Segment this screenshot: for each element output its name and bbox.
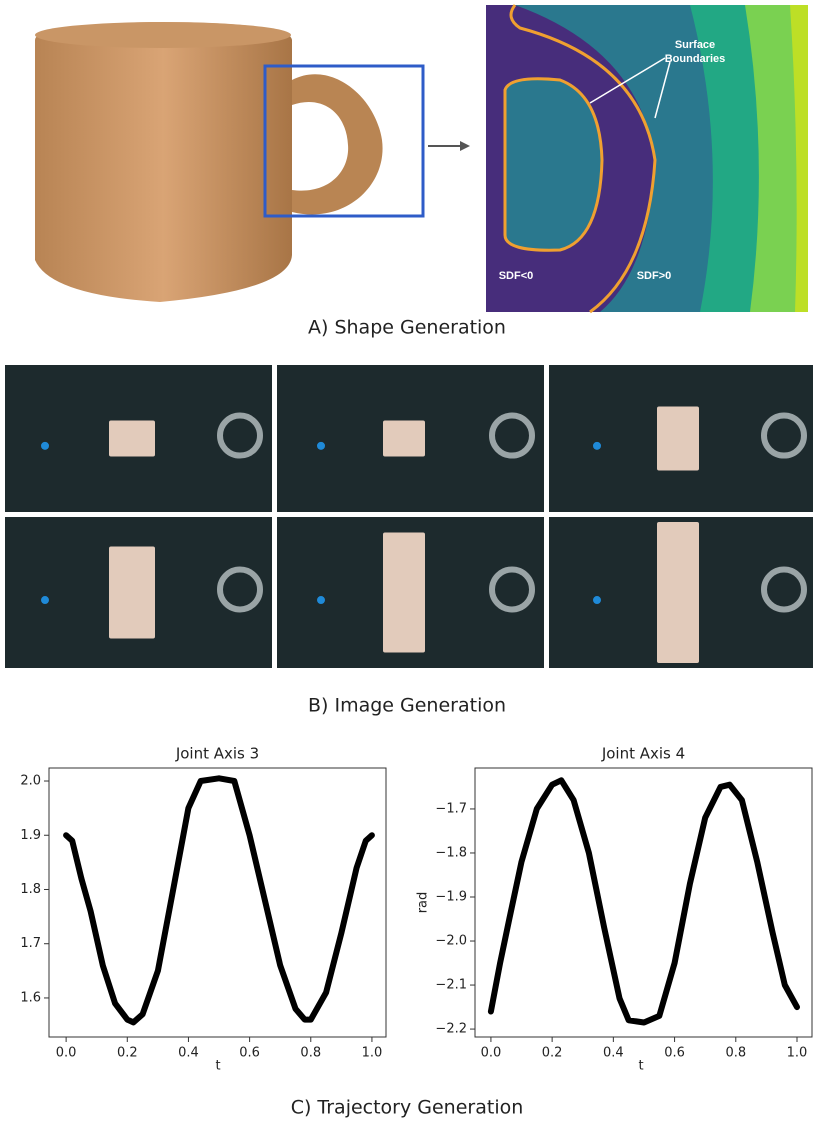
x-axis-label: t [215,1059,220,1074]
plot-frame [475,768,812,1037]
cloth [109,547,155,639]
blue-marker [317,442,325,450]
x-tick-label: 0.8 [300,1046,321,1061]
y-tick-label: 1.9 [20,828,41,843]
caption: C) Trajectory Generation [291,1097,524,1119]
mug [35,22,383,302]
y-axis-label: rad [416,892,431,914]
y-tick-label: 1.7 [20,936,41,951]
blue-marker [593,442,601,450]
y-tick-label: −2.1 [435,978,467,993]
x-tick-label: 0.0 [56,1046,77,1061]
arrow [428,141,470,151]
surface-label: Boundaries [665,53,726,65]
blue-marker [41,442,49,450]
y-tick-label: −1.8 [435,845,467,860]
x-tick-label: 1.0 [787,1046,808,1061]
x-axis-label: t [638,1059,643,1074]
surface-label: Surface [675,39,715,51]
caption: B) Image Generation [308,695,506,717]
x-tick-label: 0.0 [481,1046,502,1061]
x-tick-label: 0.8 [725,1046,746,1061]
cloth [657,407,699,471]
chart-title: Joint Axis 3 [175,745,259,763]
y-tick-label: −2.2 [435,1022,467,1037]
blue-marker [41,596,49,604]
cloth [109,421,155,457]
figure: Surface Boundaries SDF<0 SDF>0 A) Shape … [0,0,813,1125]
cloth [383,533,425,653]
cloth [383,421,425,457]
blue-marker [317,596,325,604]
image-grid [5,365,813,668]
y-tick-label: −2.0 [435,934,467,949]
x-tick-label: 0.2 [117,1046,138,1061]
y-tick-label: −1.7 [435,801,467,816]
x-tick-label: 0.6 [239,1046,260,1061]
x-tick-label: 0.2 [542,1046,563,1061]
outside-label: SDF>0 [637,270,672,282]
y-tick-label: 1.8 [20,882,41,897]
x-tick-label: 0.4 [603,1046,624,1061]
sdf-field [486,5,808,312]
line-series [491,780,797,1022]
y-tick-label: 2.0 [20,774,41,789]
cloth [657,522,699,663]
line-series [66,778,372,1022]
blue-marker [593,596,601,604]
chart-title: Joint Axis 4 [601,745,685,763]
caption: A) Shape Generation [308,317,506,339]
y-tick-label: 1.6 [20,990,41,1005]
plot-frame [49,768,386,1037]
inside-label: SDF<0 [499,270,534,282]
x-tick-label: 0.6 [664,1046,685,1061]
x-tick-label: 1.0 [362,1046,383,1061]
x-tick-label: 0.4 [178,1046,199,1061]
y-tick-label: −1.9 [435,889,467,904]
